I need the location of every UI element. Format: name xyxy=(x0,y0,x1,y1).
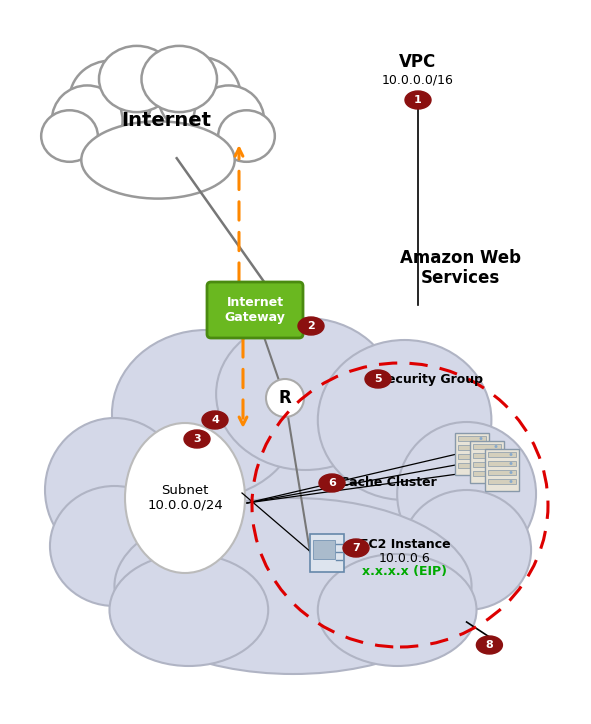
Circle shape xyxy=(479,455,482,458)
Ellipse shape xyxy=(45,418,184,562)
Circle shape xyxy=(509,462,512,465)
Ellipse shape xyxy=(82,122,235,198)
Text: VPC: VPC xyxy=(400,53,437,71)
FancyBboxPatch shape xyxy=(458,436,486,441)
Circle shape xyxy=(479,464,482,467)
Ellipse shape xyxy=(52,85,122,156)
Circle shape xyxy=(479,437,482,440)
Ellipse shape xyxy=(99,65,217,185)
Ellipse shape xyxy=(99,46,174,112)
Circle shape xyxy=(495,472,498,475)
Circle shape xyxy=(495,445,498,448)
Text: 10.0.0.0/16: 10.0.0.0/16 xyxy=(382,74,454,86)
Text: 1: 1 xyxy=(414,95,422,105)
Ellipse shape xyxy=(397,422,536,566)
Ellipse shape xyxy=(476,636,502,654)
Circle shape xyxy=(479,446,482,449)
Text: EC2 Instance: EC2 Instance xyxy=(360,537,450,550)
Ellipse shape xyxy=(109,554,268,666)
FancyBboxPatch shape xyxy=(313,539,335,559)
FancyBboxPatch shape xyxy=(485,449,519,491)
FancyBboxPatch shape xyxy=(458,445,486,450)
Text: Security Group: Security Group xyxy=(378,373,482,385)
Text: 2: 2 xyxy=(307,321,315,331)
Ellipse shape xyxy=(318,340,491,500)
Ellipse shape xyxy=(139,354,447,666)
Text: 4: 4 xyxy=(211,415,219,425)
FancyBboxPatch shape xyxy=(473,471,501,476)
Ellipse shape xyxy=(402,490,531,610)
Ellipse shape xyxy=(70,61,152,138)
Circle shape xyxy=(266,379,304,417)
FancyBboxPatch shape xyxy=(207,282,303,338)
Ellipse shape xyxy=(112,330,300,498)
Text: Internet
Gateway: Internet Gateway xyxy=(225,296,285,324)
Circle shape xyxy=(495,454,498,457)
Text: x.x.x.x (EIP): x.x.x.x (EIP) xyxy=(362,565,447,578)
Text: 10.0.0.6: 10.0.0.6 xyxy=(379,552,431,565)
FancyBboxPatch shape xyxy=(458,454,486,459)
Ellipse shape xyxy=(141,46,217,112)
FancyBboxPatch shape xyxy=(455,433,489,475)
FancyBboxPatch shape xyxy=(488,470,516,475)
FancyBboxPatch shape xyxy=(310,534,344,572)
Ellipse shape xyxy=(202,411,228,429)
Text: 7: 7 xyxy=(352,543,360,553)
Text: 3: 3 xyxy=(193,434,201,444)
Ellipse shape xyxy=(318,554,476,666)
Ellipse shape xyxy=(193,85,264,156)
Ellipse shape xyxy=(405,91,431,109)
Ellipse shape xyxy=(218,110,275,161)
FancyBboxPatch shape xyxy=(488,461,516,466)
Ellipse shape xyxy=(184,430,210,448)
Text: R: R xyxy=(278,389,291,407)
Text: Subnet
10.0.0.0/24: Subnet 10.0.0.0/24 xyxy=(147,484,223,512)
FancyBboxPatch shape xyxy=(488,452,516,457)
Text: 5: 5 xyxy=(374,374,382,384)
Text: Amazon Web
Services: Amazon Web Services xyxy=(400,248,521,287)
FancyBboxPatch shape xyxy=(473,453,501,458)
Ellipse shape xyxy=(216,318,395,470)
Ellipse shape xyxy=(319,474,345,492)
Text: Internet: Internet xyxy=(121,111,211,130)
FancyBboxPatch shape xyxy=(458,463,486,468)
Ellipse shape xyxy=(41,110,98,161)
Ellipse shape xyxy=(158,57,241,134)
Text: 8: 8 xyxy=(486,640,493,650)
Circle shape xyxy=(495,463,498,466)
Circle shape xyxy=(509,453,512,456)
Ellipse shape xyxy=(125,423,245,573)
Text: Cache Cluster: Cache Cluster xyxy=(340,476,436,489)
FancyBboxPatch shape xyxy=(473,444,501,449)
Text: 6: 6 xyxy=(328,478,336,488)
FancyBboxPatch shape xyxy=(488,479,516,484)
Ellipse shape xyxy=(298,317,324,335)
Ellipse shape xyxy=(365,370,391,388)
FancyBboxPatch shape xyxy=(473,462,501,467)
Ellipse shape xyxy=(115,498,472,674)
Ellipse shape xyxy=(343,539,369,557)
Ellipse shape xyxy=(50,486,179,606)
Circle shape xyxy=(509,471,512,474)
Circle shape xyxy=(509,480,512,483)
FancyBboxPatch shape xyxy=(470,441,504,483)
